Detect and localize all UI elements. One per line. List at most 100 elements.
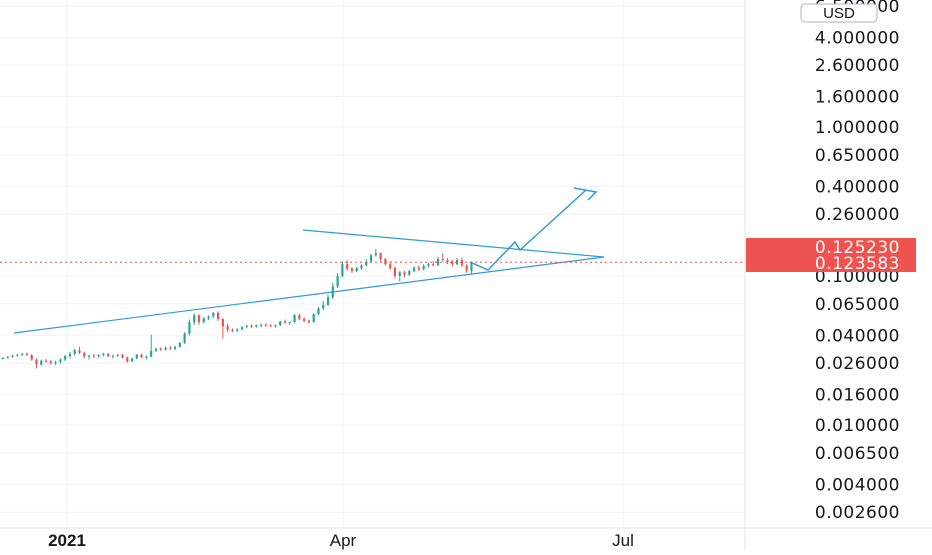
candle bbox=[303, 317, 306, 323]
candle bbox=[307, 319, 311, 324]
candlestick-series bbox=[1, 248, 473, 369]
trendline-drawings[interactable] bbox=[13, 187, 605, 334]
projection-arrowhead bbox=[573, 187, 598, 201]
candle bbox=[197, 314, 201, 325]
y-tick-label: 0.006500 bbox=[815, 444, 900, 464]
y-tick-label: 0.260000 bbox=[815, 205, 900, 225]
candle bbox=[436, 256, 440, 266]
candle bbox=[317, 306, 320, 316]
resistance-trendline[interactable] bbox=[302, 229, 605, 258]
price-axis[interactable]: 6.5000004.0000002.6000001.6000001.000000… bbox=[815, 0, 900, 523]
candle bbox=[154, 347, 158, 353]
candle bbox=[236, 328, 239, 333]
candle bbox=[269, 324, 272, 327]
candle bbox=[35, 358, 38, 369]
candle bbox=[298, 313, 301, 321]
candle bbox=[217, 311, 220, 321]
y-tick-label: 2.600000 bbox=[815, 56, 900, 76]
x-tick-label: Apr bbox=[330, 531, 357, 550]
candle bbox=[350, 266, 354, 273]
candle bbox=[169, 345, 172, 350]
candle bbox=[73, 348, 76, 356]
candle bbox=[40, 359, 43, 366]
candle bbox=[135, 353, 138, 360]
candle bbox=[240, 326, 244, 331]
candle bbox=[403, 271, 406, 278]
candle bbox=[59, 358, 62, 364]
candle bbox=[130, 357, 134, 363]
candle bbox=[6, 356, 9, 359]
candle bbox=[274, 324, 277, 328]
candle bbox=[427, 262, 430, 268]
candle bbox=[312, 313, 315, 323]
projection-path[interactable] bbox=[469, 189, 587, 271]
candle bbox=[326, 294, 330, 306]
candle bbox=[193, 313, 196, 325]
candle bbox=[389, 261, 392, 270]
candle bbox=[164, 346, 167, 351]
svg-text:0.125230: 0.125230 bbox=[815, 238, 900, 258]
candle bbox=[202, 317, 205, 324]
candle bbox=[384, 258, 387, 266]
candle bbox=[221, 318, 224, 339]
candle bbox=[331, 282, 334, 300]
candle bbox=[456, 258, 459, 266]
y-tick-label: 1.000000 bbox=[815, 118, 900, 138]
candle bbox=[30, 354, 33, 361]
candle bbox=[408, 269, 411, 276]
candle bbox=[279, 320, 282, 326]
candle bbox=[231, 328, 234, 333]
y-tick-label: 0.040000 bbox=[815, 326, 900, 346]
y-tick-label: 4.000000 bbox=[815, 28, 900, 48]
y-tick-label: 0.016000 bbox=[815, 386, 900, 406]
candle bbox=[145, 355, 148, 360]
candle bbox=[92, 353, 95, 358]
candle bbox=[360, 264, 363, 270]
candle bbox=[336, 272, 339, 289]
candle bbox=[188, 319, 191, 336]
candle bbox=[245, 324, 248, 329]
candle bbox=[64, 354, 67, 362]
candle bbox=[107, 353, 110, 358]
price-label: 0.123583 bbox=[746, 254, 916, 274]
candle bbox=[283, 319, 287, 324]
candle bbox=[226, 323, 229, 333]
candle bbox=[25, 352, 28, 356]
candle bbox=[293, 314, 296, 323]
candle bbox=[369, 254, 373, 263]
y-tick-label: 0.650000 bbox=[815, 146, 900, 166]
candle bbox=[288, 321, 291, 325]
candle bbox=[150, 334, 153, 358]
candle bbox=[159, 347, 162, 351]
support-trendline[interactable] bbox=[13, 256, 605, 334]
candle bbox=[68, 351, 72, 359]
time-axis[interactable]: 2021 Apr Jul bbox=[48, 531, 634, 550]
y-tick-label: 0.002600 bbox=[815, 503, 900, 523]
candle bbox=[264, 323, 267, 327]
candle bbox=[412, 266, 416, 273]
candle bbox=[54, 360, 57, 366]
y-tick-label: 0.010000 bbox=[815, 416, 900, 436]
candle bbox=[102, 352, 105, 357]
candle bbox=[83, 351, 86, 359]
candle bbox=[451, 260, 454, 267]
y-tick-label: 1.600000 bbox=[815, 88, 900, 108]
candle bbox=[398, 271, 401, 282]
candle bbox=[207, 315, 210, 321]
y-tick-label: 0.004000 bbox=[815, 475, 900, 495]
x-tick-label: Jul bbox=[612, 531, 634, 550]
candle bbox=[1, 357, 5, 360]
candle bbox=[11, 354, 14, 358]
currency-label: USD bbox=[823, 5, 855, 22]
candle bbox=[111, 354, 115, 359]
candle bbox=[121, 353, 124, 359]
currency-badge[interactable]: USD bbox=[800, 3, 878, 23]
y-tick-label: 0.026000 bbox=[815, 354, 900, 374]
candle bbox=[322, 300, 325, 311]
candle bbox=[374, 248, 377, 257]
candle bbox=[355, 266, 358, 273]
candle bbox=[465, 264, 468, 273]
